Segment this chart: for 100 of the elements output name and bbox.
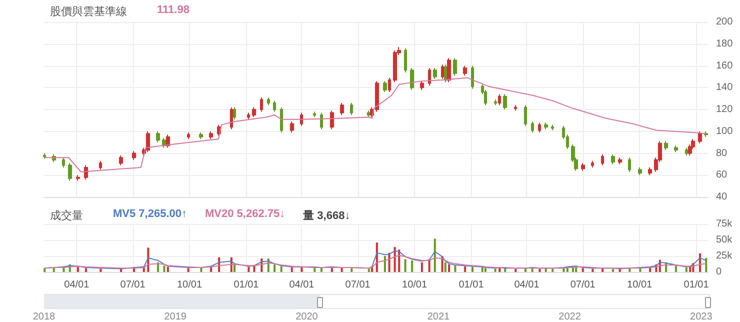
x2-tick-label: 2022: [558, 312, 582, 322]
x-tick-label: 04/01: [64, 280, 90, 290]
bar: [481, 268, 484, 272]
candlestick: [393, 50, 397, 83]
y-tick-label: 50k: [716, 234, 734, 246]
candlestick: [320, 112, 323, 130]
text: MV5 7,265.00↑: [113, 208, 187, 222]
candlestick: [404, 48, 407, 73]
x-tick-label: 10/01: [176, 280, 202, 290]
bar: [464, 266, 466, 272]
x2-tick-label: 2019: [164, 312, 187, 322]
candlestick: [156, 130, 160, 143]
text: 111.98: [157, 4, 190, 18]
candlestick: [581, 162, 585, 172]
bar: [187, 268, 190, 272]
x2-tick-label: 2020: [296, 312, 318, 322]
bar: [248, 266, 250, 272]
bar: [394, 247, 396, 272]
bar: [234, 264, 236, 272]
candlestick: [538, 122, 541, 133]
x2-tick-label: 2023: [690, 312, 713, 322]
x-tick-label: 07/01: [120, 280, 146, 290]
bar: [514, 268, 517, 272]
x-tick-label: 10/01: [402, 280, 428, 290]
bar: [484, 268, 486, 272]
bar: [471, 266, 474, 272]
candlestick: [611, 154, 615, 165]
candlestick: [463, 65, 467, 76]
y-tick-label: 160: [716, 60, 734, 72]
candlestick: [551, 124, 554, 131]
candlestick: [531, 121, 534, 133]
candlestick: [267, 96, 270, 106]
candlestick: [447, 58, 451, 83]
bar: [398, 250, 400, 272]
y-tick-label: 80: [716, 148, 728, 159]
x-tick-label: 01/01: [684, 280, 710, 290]
candlestick: [119, 154, 123, 166]
bar: [612, 268, 614, 272]
candlestick: [43, 152, 46, 160]
x-tick-label: 01/01: [458, 280, 484, 290]
candlestick: [514, 104, 517, 112]
candlestick: [375, 80, 379, 112]
bar: [100, 268, 102, 272]
candlestick: [494, 99, 497, 106]
x-tick-label: 10/01: [627, 280, 653, 290]
candlestick: [498, 94, 501, 106]
text: 量 3,668↓: [303, 209, 350, 224]
candlestick: [420, 80, 424, 90]
candlestick: [132, 150, 136, 160]
candlestick: [162, 137, 166, 148]
candlestick: [273, 100, 276, 112]
text: MV20 5,262.75↓: [205, 208, 286, 222]
candlestick: [247, 112, 250, 120]
candlestick: [260, 96, 263, 112]
candlestick: [698, 130, 702, 144]
candlestick: [471, 65, 474, 90]
bar: [384, 256, 386, 272]
bar: [685, 268, 688, 272]
candlestick: [638, 166, 642, 176]
candlestick: [444, 64, 447, 83]
y-tick-label: 180: [716, 38, 734, 50]
bar: [314, 268, 316, 272]
bar: [674, 266, 677, 272]
bar: [44, 268, 46, 272]
bar: [404, 259, 406, 272]
bar: [444, 262, 446, 272]
bar: [420, 262, 423, 272]
candlestick: [618, 157, 622, 165]
candlestick: [99, 160, 102, 170]
candlestick: [330, 110, 334, 130]
y-tick-label: 40: [716, 192, 728, 202]
candlestick: [233, 106, 236, 120]
candlestick: [290, 121, 294, 133]
y-tick-label: 25k: [716, 250, 734, 262]
candlestick: [230, 106, 233, 130]
bar: [163, 266, 166, 272]
candlestick: [388, 77, 391, 92]
candlestick: [209, 130, 213, 140]
bar: [368, 268, 370, 272]
bar: [253, 266, 256, 272]
candlestick: [433, 67, 437, 80]
bar: [280, 266, 282, 272]
bar: [166, 266, 169, 272]
y-tick-label: 60: [716, 170, 728, 181]
candlestick: [383, 80, 387, 92]
bar: [290, 268, 293, 272]
candlestick: [524, 104, 527, 126]
chart-title: 股價與雲基準線: [50, 5, 127, 20]
candlestick: [84, 164, 88, 180]
candlestick: [280, 106, 283, 133]
bar: [84, 268, 87, 272]
bar: [76, 266, 79, 272]
candlestick: [410, 67, 414, 90]
candlestick: [591, 160, 594, 168]
candlestick: [544, 122, 548, 130]
y-tick-label: 200: [716, 16, 734, 28]
chart-title: 成交量: [50, 208, 83, 224]
candlestick: [441, 64, 444, 80]
candlestick: [428, 67, 431, 86]
candlestick: [648, 166, 652, 176]
